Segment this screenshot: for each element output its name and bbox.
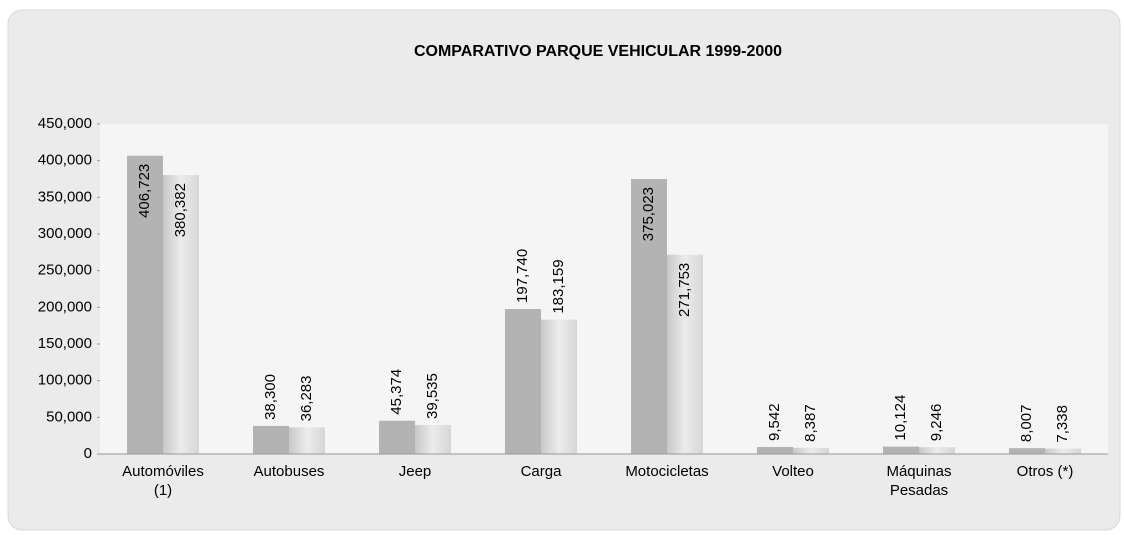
y-tick-label: 50,000 [46, 408, 92, 425]
value-label: 38,300 [262, 374, 279, 420]
y-tick-label: 100,000 [38, 372, 92, 389]
bar [757, 447, 793, 454]
y-tick-label: 300,000 [38, 225, 92, 242]
x-label-box: Otros (*) [1016, 463, 1074, 480]
bar [253, 425, 289, 454]
x-label-box: Autobuses [253, 463, 325, 480]
bar [379, 420, 415, 454]
value-label: 36,283 [298, 376, 315, 422]
bar [415, 425, 451, 454]
x-tick-label: Automóviles (1) [122, 463, 204, 499]
y-tick-label: 200,000 [38, 298, 92, 315]
value-label: 375,023 [640, 187, 657, 241]
value-label: 406,723 [136, 164, 153, 218]
bar [919, 447, 955, 454]
x-label-box: Jeep [398, 463, 432, 480]
value-label: 9,542 [766, 403, 783, 441]
value-label: 39,535 [424, 373, 441, 419]
bar [631, 178, 667, 454]
y-tick-label: 450,000 [38, 115, 92, 132]
x-label-box: Carga [520, 463, 562, 480]
y-tick-label: 400,000 [38, 152, 92, 169]
x-tick-label: Carga [520, 463, 562, 480]
chart-title: COMPARATIVO PARQUE VEHICULAR 1999-2000 [414, 43, 782, 60]
value-label: 380,382 [172, 183, 189, 237]
x-tick-label: Máquinas Pesadas [886, 463, 952, 499]
y-tick-label: 150,000 [38, 335, 92, 352]
x-label-box: Volteo [772, 463, 814, 480]
bar [883, 446, 919, 454]
bar [127, 155, 163, 455]
x-tick-label: Autobuses [253, 463, 325, 480]
bar [505, 308, 541, 454]
x-label-box: Automóviles (1) [122, 463, 204, 499]
value-label: 45,374 [388, 369, 405, 415]
x-tick-label: Volteo [772, 463, 814, 480]
y-tick-label: 350,000 [38, 188, 92, 205]
bar [667, 254, 703, 454]
bar [1045, 448, 1081, 454]
bar [793, 447, 829, 454]
bar [1009, 448, 1045, 454]
bar [289, 427, 325, 454]
value-label: 8,387 [802, 404, 819, 442]
x-label-box: Máquinas Pesadas [886, 463, 952, 499]
value-label: 7,338 [1054, 405, 1071, 443]
value-label: 183,159 [550, 259, 567, 313]
value-label: 9,246 [928, 404, 945, 442]
value-label: 197,740 [514, 249, 531, 303]
y-tick-label: 0 [84, 445, 92, 462]
value-label: 271,753 [676, 263, 693, 317]
bar [541, 319, 577, 454]
x-label-box: Motocicletas [625, 463, 709, 480]
y-tick-label: 250,000 [38, 262, 92, 279]
value-label: 10,124 [892, 395, 909, 441]
value-label: 8,007 [1018, 405, 1035, 443]
bar [163, 175, 199, 454]
x-tick-label: Jeep [398, 463, 432, 480]
x-tick-label: Motocicletas [625, 463, 709, 480]
x-tick-label: Otros (*) [1016, 463, 1074, 480]
plot-area [100, 124, 1108, 454]
